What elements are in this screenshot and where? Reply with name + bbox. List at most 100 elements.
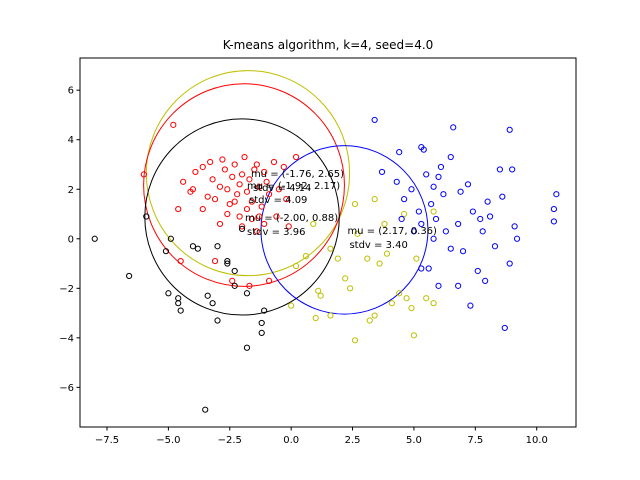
data-point (192, 168, 199, 176)
data-point (334, 255, 341, 262)
data-point (464, 181, 472, 188)
data-point (403, 295, 410, 302)
data-point (430, 183, 437, 190)
data-point (388, 300, 395, 307)
data-point (280, 163, 287, 171)
data-point (511, 223, 518, 230)
cluster-mu-label: mu = (-1.92, 2.17) (247, 181, 340, 192)
data-point (263, 178, 270, 185)
data-point (474, 267, 481, 275)
cluster-label-0: mu = (-1.76, 2.65) stdv = 4.14 (251, 169, 344, 194)
data-point (447, 153, 454, 161)
data-point (302, 253, 310, 260)
data-point (140, 171, 147, 178)
data-point (275, 186, 282, 193)
data-point (351, 337, 359, 344)
data-point (258, 329, 265, 336)
data-point (455, 220, 462, 228)
data-point (241, 153, 248, 161)
data-point (236, 181, 243, 188)
data-point (175, 295, 182, 302)
data-point (393, 178, 400, 185)
data-point (261, 220, 268, 228)
data-point (467, 302, 474, 309)
data-point (346, 285, 354, 292)
data-point (224, 186, 231, 193)
data-point (442, 228, 449, 235)
data-point (170, 121, 177, 128)
data-point (447, 245, 454, 252)
cluster-mu-label: mu = (2.17, 0.36) (347, 226, 437, 237)
data-point (234, 191, 241, 198)
data-point (204, 292, 211, 299)
data-point (175, 205, 182, 213)
x-tick-label: −2.5 (218, 435, 242, 446)
data-point (253, 228, 260, 235)
data-point (238, 223, 246, 230)
data-point (248, 215, 255, 223)
data-point (396, 149, 403, 156)
data-point (265, 191, 273, 198)
data-point (401, 210, 408, 218)
y-tick-label: −6 (59, 383, 74, 394)
data-point (143, 213, 150, 220)
data-point (236, 213, 243, 220)
data-point (371, 312, 378, 319)
data-point (229, 277, 236, 284)
cluster-circle-2 (144, 118, 340, 316)
data-point (506, 260, 513, 267)
y-tick-label: −2 (59, 284, 74, 295)
data-point (189, 186, 197, 193)
data-point (238, 171, 246, 178)
cluster-label-2: mu = (-2.00, 0.88) stdv = 3.96 (245, 213, 338, 238)
data-point (224, 257, 231, 265)
data-point (214, 243, 221, 250)
data-point (231, 267, 238, 275)
data-point (459, 248, 467, 255)
data-point (283, 196, 290, 203)
data-point (327, 312, 334, 319)
data-point (354, 230, 361, 237)
data-point (177, 307, 184, 314)
data-point (273, 213, 280, 220)
cluster-mu-label: mu = (-2.00, 0.88) (245, 213, 338, 224)
data-point (292, 153, 300, 161)
data-point (209, 300, 216, 307)
data-point (288, 302, 295, 309)
y-tick-label: 4 (68, 135, 74, 146)
data-point (327, 245, 334, 252)
chart-title: K-means algorithm, k=4, seed=4.0 (223, 38, 434, 52)
data-point (432, 215, 440, 223)
data-point (430, 208, 437, 215)
data-point (258, 203, 265, 210)
data-point (285, 223, 292, 230)
cluster-label-3: mu = (2.17, 0.36) stdv = 3.40 (347, 226, 437, 251)
cluster-stdv-label: stdv = 3.96 (247, 227, 305, 238)
data-point (219, 156, 226, 163)
data-point (423, 295, 430, 302)
data-point (202, 406, 209, 413)
data-point (366, 317, 373, 324)
data-point (256, 213, 263, 220)
data-point (457, 188, 464, 195)
data-point (312, 314, 319, 322)
data-point (496, 166, 503, 173)
cluster-mu-label: mu = (-1.76, 2.65) (251, 169, 344, 180)
data-point (175, 300, 182, 307)
data-point (450, 124, 457, 131)
data-point (126, 272, 133, 280)
data-point (410, 332, 418, 339)
cluster-circles (143, 70, 429, 316)
data-point (553, 191, 560, 198)
data-point (216, 220, 224, 228)
data-point (437, 163, 445, 171)
data-point (310, 220, 317, 228)
y-tick-label: 0 (68, 234, 74, 245)
data-point (258, 319, 265, 327)
y-tick-label: 2 (68, 185, 74, 196)
axes: −7.5 −5.0 −2.5 0.0 2.5 5.0 7.5 10.0 −6 −4 −2 0 2 4 6 (59, 57, 577, 446)
data-point (246, 176, 253, 183)
data-point (455, 282, 462, 289)
